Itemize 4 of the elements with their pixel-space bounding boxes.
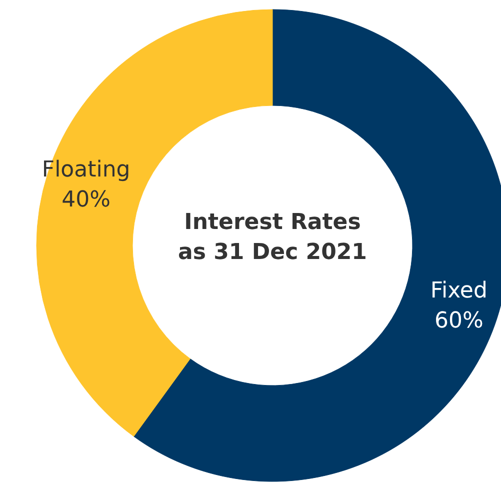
slice-label: Fixed (430, 278, 488, 304)
data-label: 60% (434, 308, 484, 334)
data-label: 40% (62, 187, 111, 212)
text: Interest Rates as 31 Dec 2021 (178, 210, 368, 265)
